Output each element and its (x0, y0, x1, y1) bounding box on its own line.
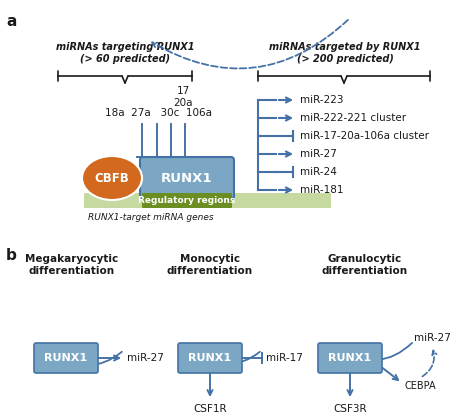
Text: miR-223: miR-223 (300, 95, 344, 105)
Text: 17: 17 (176, 86, 190, 96)
Text: CSF3R: CSF3R (333, 404, 367, 414)
Text: Megakaryocytic
differentiation: Megakaryocytic differentiation (26, 254, 119, 275)
Text: CEBPA: CEBPA (404, 381, 436, 391)
Text: CSF1R: CSF1R (193, 404, 227, 414)
FancyBboxPatch shape (178, 343, 242, 373)
FancyBboxPatch shape (84, 193, 331, 208)
Text: RUNX1-target miRNA genes: RUNX1-target miRNA genes (88, 213, 214, 222)
Text: miR-17-20a-106a cluster: miR-17-20a-106a cluster (300, 131, 429, 141)
FancyArrowPatch shape (422, 350, 437, 377)
Text: RUNX1: RUNX1 (161, 171, 213, 184)
Text: miR-27: miR-27 (127, 353, 164, 363)
Text: Monocytic
differentiation: Monocytic differentiation (167, 254, 253, 275)
Text: miR-24: miR-24 (300, 167, 337, 177)
FancyBboxPatch shape (318, 343, 382, 373)
Ellipse shape (82, 156, 142, 200)
FancyArrowPatch shape (202, 347, 260, 363)
FancyBboxPatch shape (142, 193, 232, 208)
FancyBboxPatch shape (34, 343, 98, 373)
Text: miR-181: miR-181 (300, 185, 344, 195)
Text: miR-27: miR-27 (300, 149, 337, 159)
Text: RUNX1: RUNX1 (328, 353, 372, 363)
Text: Regulatory regions: Regulatory regions (138, 196, 236, 205)
Text: RUNX1: RUNX1 (45, 353, 88, 363)
Text: miR-17: miR-17 (266, 353, 303, 363)
Text: 20a: 20a (173, 98, 193, 108)
FancyArrowPatch shape (152, 20, 348, 69)
Text: miR-27: miR-27 (413, 333, 450, 343)
Text: CBFB: CBFB (95, 171, 129, 184)
FancyArrowPatch shape (342, 343, 412, 360)
Text: miRNAs targeted by RUNX1
(> 200 predicted): miRNAs targeted by RUNX1 (> 200 predicte… (269, 42, 421, 64)
Text: a: a (6, 14, 17, 29)
Text: Granulocytic
differentiation: Granulocytic differentiation (322, 254, 408, 275)
FancyArrowPatch shape (58, 347, 122, 364)
Text: 18a  27a   30c  106a: 18a 27a 30c 106a (106, 108, 212, 118)
FancyBboxPatch shape (140, 157, 234, 199)
Text: RUNX1: RUNX1 (189, 353, 232, 363)
Text: b: b (6, 248, 17, 263)
Text: miRNAs targeting RUNX1
(> 60 predicted): miRNAs targeting RUNX1 (> 60 predicted) (56, 42, 194, 64)
Text: miR-222-221 cluster: miR-222-221 cluster (300, 113, 406, 123)
